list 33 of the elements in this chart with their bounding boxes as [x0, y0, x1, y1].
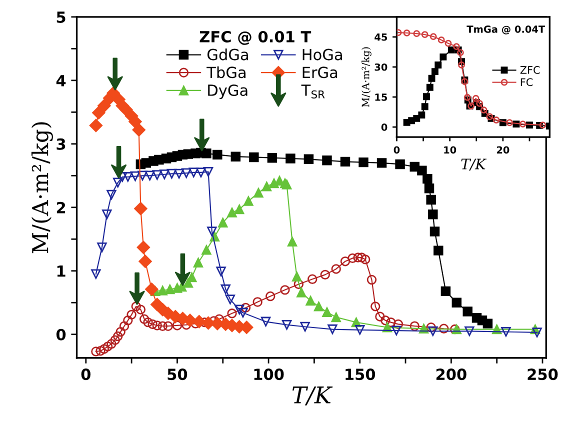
y-tick-label: 45: [374, 34, 388, 41]
y-tick-label: 1: [57, 266, 66, 277]
x-tick-label: 20: [496, 146, 510, 154]
y-tick-label: 0: [56, 328, 66, 340]
y-axis-title: M/(A·m²/kg): [362, 47, 372, 108]
x-tick-label: 250: [528, 368, 558, 380]
x-tick-label: 0: [81, 368, 90, 380]
legend-title: ZFC @ 0.01 T: [200, 30, 312, 45]
x-tick-label: 150: [346, 368, 376, 380]
legend-label: T$_{SR}$: [301, 84, 325, 98]
x-tick-label: 200: [436, 368, 466, 380]
legend-label: GdGa: [207, 48, 248, 60]
legend-label: TbGa: [206, 66, 246, 78]
y-tick-label: 4: [56, 75, 66, 86]
legend-label: HoGa: [302, 48, 342, 60]
legend-label: DyGa: [208, 84, 248, 99]
y-axis-title: M/(A·m²/kg): [31, 122, 53, 254]
y-tick-label: 0: [381, 124, 388, 131]
x-tick-label: 0: [394, 146, 400, 154]
legend-label: ZFC: [520, 66, 540, 74]
y-tick-label: 3: [56, 138, 66, 150]
x-tick-label: 50: [168, 368, 188, 380]
x-axis-title: T/K: [461, 158, 487, 171]
y-tick-label: 5: [56, 12, 66, 23]
text: TmGa @ 0.04T: [466, 26, 546, 34]
x-tick-label: 10: [444, 146, 456, 154]
y-tick-label: 15: [375, 94, 388, 101]
x-axis-title: T/K: [292, 386, 333, 406]
y-tick-label: 30: [374, 63, 388, 71]
legend-label: FC: [520, 78, 533, 86]
legend-label: ErGa: [302, 66, 338, 78]
y-tick-label: 2: [56, 202, 66, 214]
x-tick-label: 100: [254, 368, 284, 380]
